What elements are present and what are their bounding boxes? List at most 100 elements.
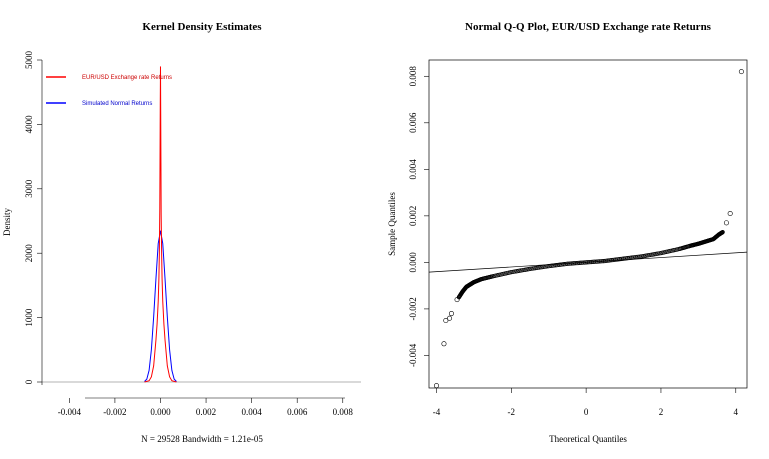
qq-y-tick-label: 0.004 [408, 159, 418, 180]
qq-point [562, 262, 567, 267]
qq-tail-point [447, 315, 453, 321]
qq-tail-point [454, 297, 460, 303]
qq-xlabel: Theoretical Quantiles [549, 434, 627, 444]
qq-point [634, 254, 640, 260]
qq-point [620, 256, 625, 261]
qq-point [578, 260, 583, 265]
qq-tail-point [723, 220, 729, 226]
qq-point [582, 260, 587, 265]
qq-point [553, 263, 558, 268]
kde-x-tick-label: 0.008 [333, 407, 354, 417]
qq-point [614, 257, 619, 262]
qq-point [566, 261, 571, 266]
qq-point [588, 259, 593, 265]
qq-point [636, 254, 641, 259]
kde-series-group [144, 66, 177, 383]
kde-y-tick-label: 2000 [24, 244, 34, 263]
qq-point [574, 260, 579, 266]
kde-y-tick-label: 5000 [24, 51, 34, 70]
qq-panel: Normal Q-Q Plot, EUR/USD Exchange rate R… [387, 21, 748, 444]
qq-point [561, 262, 566, 267]
qq-point [589, 259, 594, 265]
qq-point [565, 261, 570, 266]
qq-point [586, 260, 591, 265]
qq-point [590, 259, 595, 264]
qq-point [563, 261, 569, 267]
qq-point [571, 261, 577, 266]
qq-title: Normal Q-Q Plot, EUR/USD Exchange rate R… [465, 21, 712, 33]
qq-point [632, 255, 637, 260]
qq-point [613, 257, 618, 262]
qq-point [557, 262, 562, 267]
qq-point [554, 263, 559, 268]
qq-point [626, 255, 631, 261]
qq-point [616, 257, 621, 262]
qq-y-tick-label: -0.004 [408, 343, 418, 367]
kde-x-tick-label: 0.004 [242, 407, 263, 417]
qq-point [605, 258, 610, 263]
qq-y-tick-label: -0.002 [408, 297, 418, 320]
kde-y-ticks: 0 1000 2000 3000 4000 5000 [24, 51, 42, 384]
qq-point [638, 254, 644, 259]
qq-point [596, 259, 601, 264]
qq-point [573, 261, 578, 266]
qq-point [559, 262, 565, 267]
qq-point [637, 254, 642, 259]
qq-point [621, 256, 626, 261]
qq-y-tick-label: 0.008 [408, 66, 418, 87]
qq-point [617, 257, 622, 262]
qq-plot-frame [428, 59, 748, 389]
qq-tail-point [738, 69, 744, 75]
qq-point [598, 259, 603, 264]
qq-point [592, 259, 597, 264]
qq-x-tick-label: 2 [659, 407, 664, 417]
qq-ylabel: Sample Quantiles [387, 192, 397, 256]
qq-points-group [433, 69, 744, 389]
qq-point [628, 255, 633, 260]
qq-point [584, 260, 589, 265]
qq-x-tick-label: 0 [584, 407, 589, 417]
kde-y-tick-label: 3000 [24, 179, 34, 198]
legend-label-eur: EUR/USD Exchange rate Returns [82, 75, 172, 81]
kde-xlabel: N = 29528 Bandwidth = 1.21e-05 [141, 434, 263, 444]
qq-y-tick-label: 0.002 [408, 206, 418, 226]
qq-y-ticks: -0.004 -0.002 0.000 0.002 0.004 0.006 0.008 [408, 66, 429, 367]
kde-y-tick-label: 1000 [24, 308, 34, 327]
qq-point [546, 264, 551, 269]
kde-series-line [144, 230, 177, 382]
qq-x-ticks: -4 -2 0 2 4 [433, 388, 739, 417]
qq-y-tick-label: 0.006 [408, 112, 418, 133]
kde-x-tick-label: 0.006 [287, 407, 308, 417]
qq-point [630, 255, 635, 260]
qq-point [597, 259, 602, 264]
qq-x-tick-label: -2 [508, 407, 516, 417]
qq-point [610, 257, 615, 263]
qq-tail-point [443, 318, 449, 324]
qq-tail-point [433, 383, 439, 389]
qq-point [594, 259, 599, 264]
qq-y-tick-label: 0.000 [408, 252, 418, 273]
qq-x-tick-label: 4 [734, 407, 739, 417]
kde-x-tick-label: -0.004 [58, 407, 82, 417]
qq-point [585, 260, 590, 265]
legend-label-normal: Simulated Normal Returns [82, 101, 152, 107]
qq-point [601, 258, 606, 264]
qq-point [625, 256, 630, 261]
qq-point [606, 258, 611, 263]
qq-tail-point [441, 341, 447, 347]
qq-point [618, 256, 623, 262]
kde-legend: EUR/USD Exchange rate Returns Simulated … [46, 75, 172, 107]
qq-x-tick-label: -4 [433, 407, 441, 417]
kde-panel: Kernel Density Estimates -0.004 -0.002 0.0… [2, 21, 361, 444]
qq-point [576, 260, 581, 266]
kde-y-tick-label: 4000 [24, 115, 34, 133]
qq-point [602, 258, 607, 264]
qq-point [720, 230, 725, 235]
qq-point [547, 263, 553, 269]
qq-point [581, 260, 586, 265]
kde-ylabel: Density [2, 208, 12, 236]
qq-point [570, 261, 575, 266]
qq-point [569, 261, 574, 266]
qq-point [633, 255, 638, 260]
